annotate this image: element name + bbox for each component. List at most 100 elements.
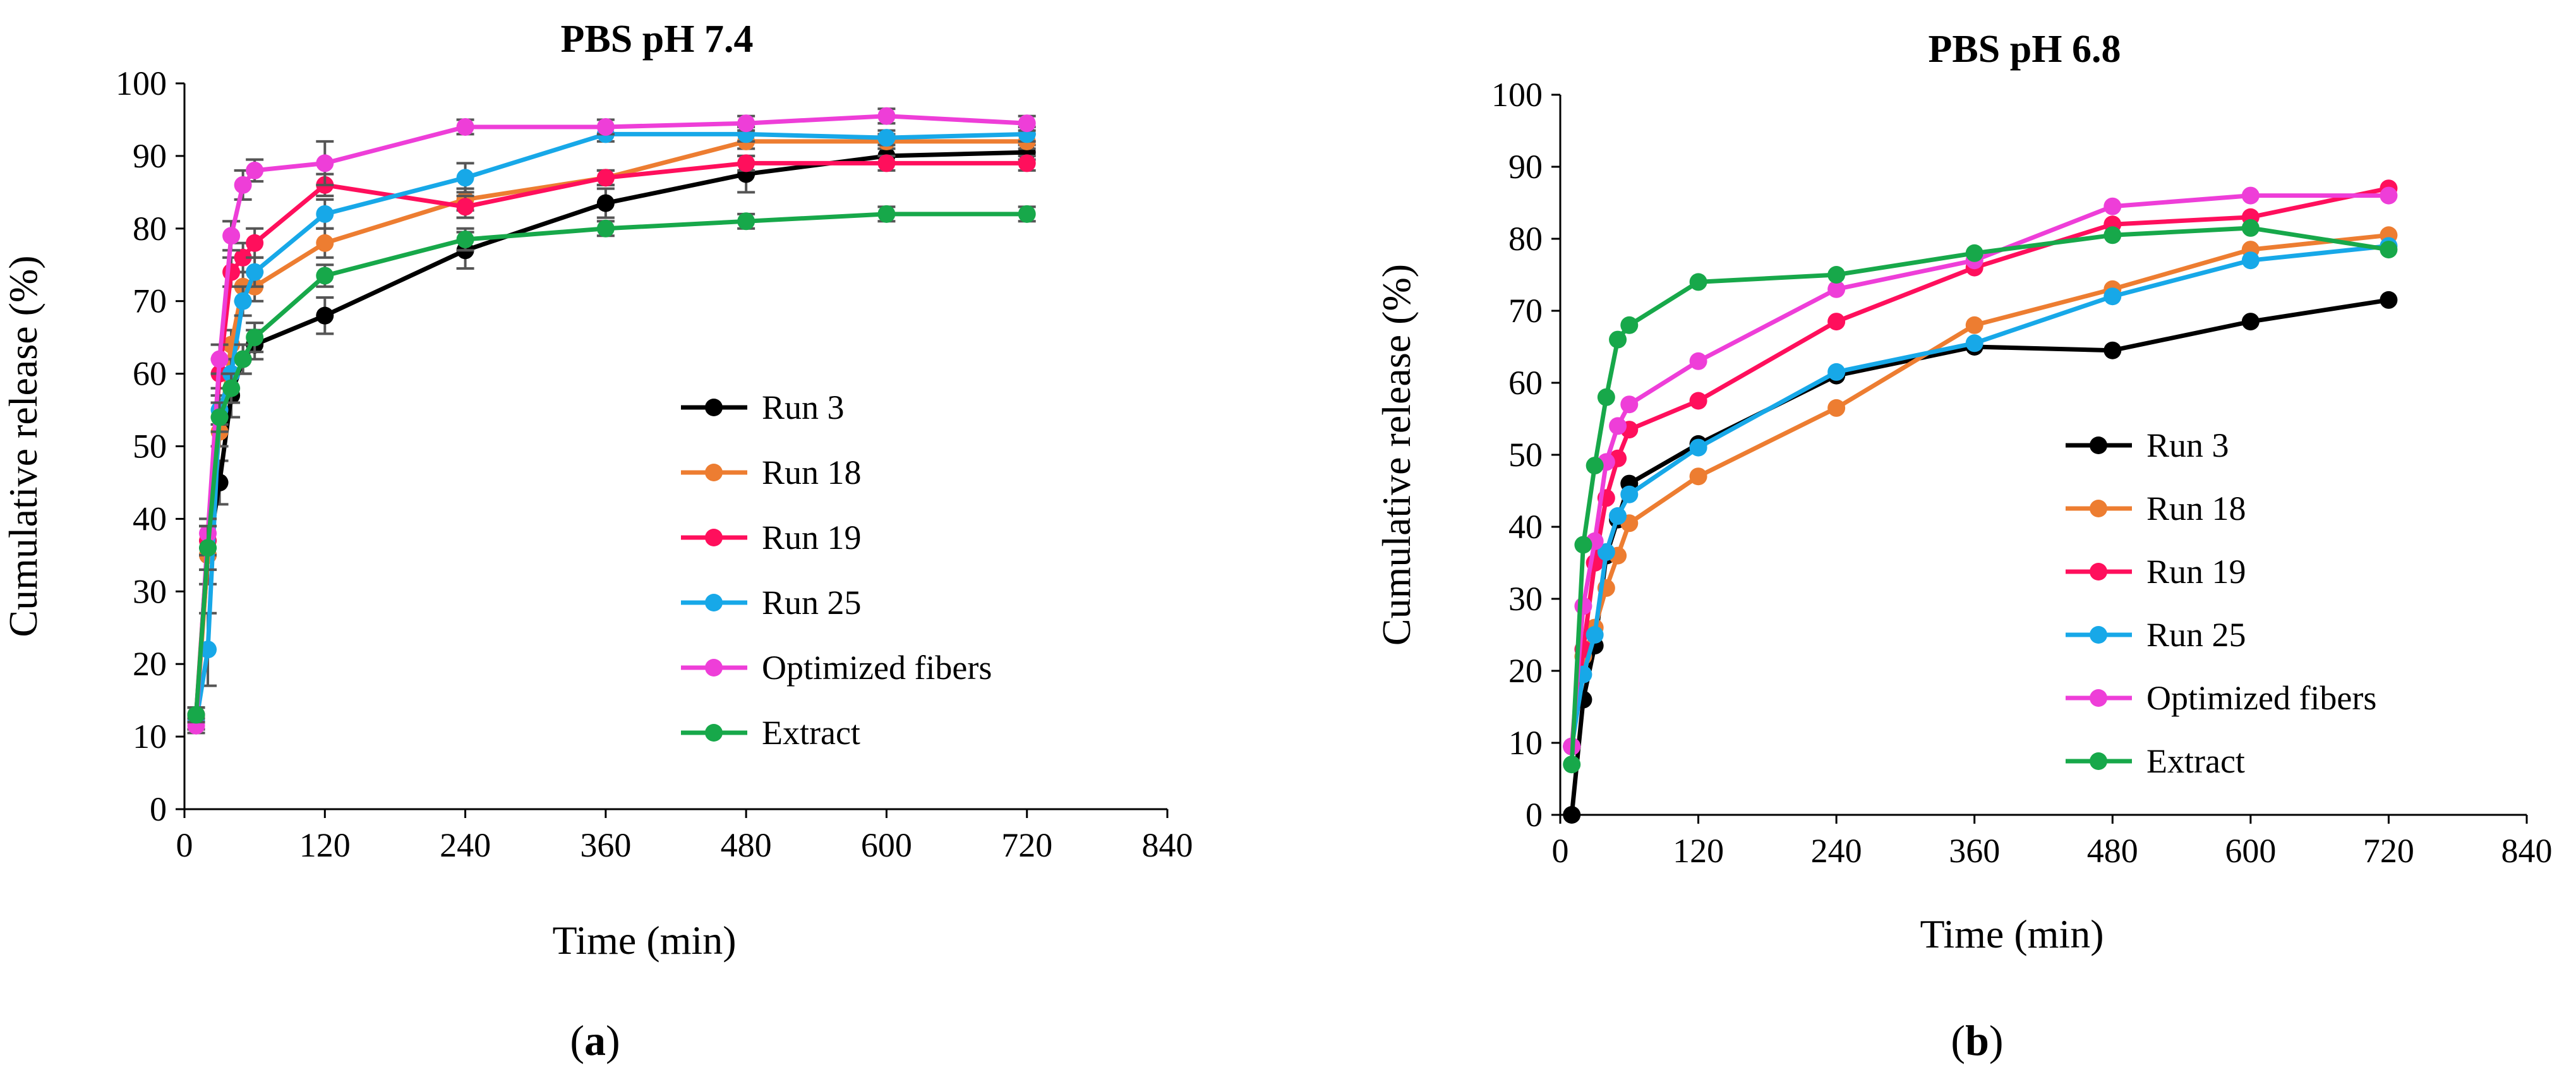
data-point [2104, 287, 2122, 306]
panel-label-letter: b [1965, 1016, 1989, 1064]
legend-swatch-marker [2090, 689, 2107, 707]
data-point [1574, 597, 1592, 615]
x-tick-label: 720 [1001, 826, 1052, 864]
data-point [2380, 291, 2398, 309]
series-line [194, 114, 1027, 726]
x-tick-label: 600 [2225, 832, 2276, 870]
data-point [596, 169, 615, 187]
x-tick-label: 720 [2363, 832, 2414, 870]
data-point [1965, 316, 1983, 334]
legend-label: Optimized fibers [762, 649, 992, 687]
data-point [199, 641, 217, 659]
y-tick-label: 0 [150, 790, 167, 828]
data-point [1689, 352, 1707, 370]
series-line [1569, 226, 2389, 765]
data-point [316, 154, 334, 172]
data-point [1609, 507, 1627, 525]
data-point [877, 129, 896, 147]
legend-label: Run 19 [762, 519, 862, 557]
data-point [2241, 186, 2260, 205]
legend-swatch-marker [2090, 626, 2107, 644]
panel-label: (b) [1951, 1016, 2003, 1064]
data-point [456, 117, 474, 136]
data-point [737, 114, 755, 133]
legend-item-run-25: Run 25 [681, 584, 862, 622]
x-tick-label: 240 [1811, 832, 1862, 870]
data-point [2241, 219, 2260, 237]
legend-item-run-3: Run 3 [2066, 426, 2229, 464]
y-axis-label: Cumulative release (%) [1374, 264, 1419, 646]
data-point [2241, 251, 2260, 270]
y-tick-label: 70 [1508, 292, 1543, 330]
y-axis-label: Cumulative release (%) [1, 255, 45, 637]
y-tick-label: 40 [1508, 508, 1543, 546]
y-tick-label: 70 [133, 282, 167, 320]
data-point [1563, 806, 1581, 824]
legend-item-extract: Extract [2066, 742, 2245, 780]
data-point [456, 198, 474, 216]
data-point [1620, 316, 1639, 334]
series-line [1569, 186, 2390, 747]
legend-swatch-marker [2090, 563, 2107, 581]
x-tick-label: 120 [1673, 832, 1724, 870]
legend-item-run-19: Run 19 [681, 519, 862, 557]
data-point [877, 205, 896, 223]
data-point [737, 212, 755, 231]
data-point [1586, 626, 1604, 644]
data-point [877, 107, 896, 125]
x-tick-label: 840 [1142, 826, 1193, 864]
data-point [1965, 334, 1983, 352]
x-tick-label: 840 [2501, 832, 2553, 870]
x-tick-label: 0 [176, 826, 193, 864]
x-tick-label: 480 [721, 826, 772, 864]
data-point [1018, 205, 1036, 223]
data-point [1018, 114, 1036, 133]
data-point [316, 306, 334, 325]
data-point [222, 227, 241, 245]
data-point [1827, 363, 1846, 381]
legend-label: Run 19 [2146, 553, 2246, 591]
legend-swatch-marker [705, 659, 723, 677]
data-point [596, 219, 615, 238]
data-point [1689, 273, 1707, 291]
data-point [1586, 457, 1604, 475]
series-line [1569, 232, 2389, 747]
data-point [1563, 755, 1581, 774]
data-point [1827, 399, 1846, 417]
data-point [234, 176, 252, 194]
data-point [596, 194, 615, 212]
legend-item-run-18: Run 18 [681, 454, 862, 491]
data-point [210, 350, 229, 368]
legend-item-optimized-fibers: Optimized fibers [681, 649, 992, 687]
y-tick-label: 100 [1491, 76, 1543, 114]
legend-label: Run 3 [2146, 426, 2229, 464]
x-axis-label: Time (min) [1920, 912, 2104, 956]
y-tick-label: 80 [133, 210, 167, 248]
data-point [316, 234, 334, 252]
series-optimized-fibers [1563, 186, 2398, 755]
y-tick-label: 60 [1508, 364, 1543, 402]
data-point [1827, 266, 1846, 284]
x-tick-label: 360 [580, 826, 631, 864]
data-point [596, 117, 615, 136]
data-point [456, 231, 474, 249]
data-point [1827, 280, 1846, 298]
legend-label: Optimized fibers [2146, 679, 2376, 717]
series-extract [187, 205, 1036, 724]
legend-label: Run 3 [762, 388, 845, 426]
x-tick-label: 0 [1552, 832, 1569, 870]
data-point [1620, 395, 1639, 414]
series-run-19 [187, 154, 1036, 724]
x-axis-label: Time (min) [553, 918, 737, 963]
x-tick-label: 480 [2087, 832, 2138, 870]
panel-label-letter: a [584, 1016, 606, 1064]
legend-label: Run 18 [762, 454, 862, 491]
data-point [2104, 226, 2122, 244]
data-point [222, 379, 241, 397]
data-point [246, 161, 264, 179]
legend-swatch-marker [2090, 500, 2107, 517]
data-point [877, 154, 896, 172]
legend-label: Run 18 [2146, 490, 2246, 527]
